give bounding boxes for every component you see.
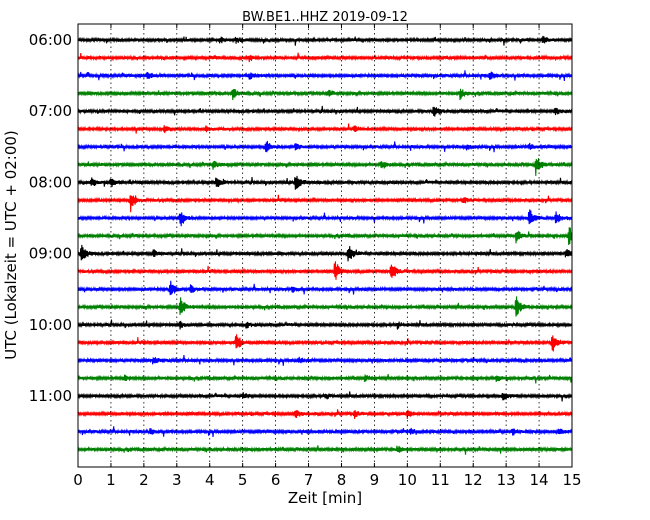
y-tick-label: 08:00 [29, 173, 72, 191]
trace-1130 [77, 426, 573, 438]
x-tick-label: 4 [205, 471, 215, 489]
trace-1115 [77, 409, 573, 420]
traces-layer [77, 35, 573, 455]
trace-0700 [77, 105, 573, 117]
x-tick-label: 12 [464, 471, 483, 489]
trace-0800 [77, 175, 573, 190]
trace-1000 [77, 319, 573, 330]
trace-0830 [77, 209, 573, 227]
trace-1030 [77, 355, 573, 366]
trace-0930 [77, 280, 573, 296]
y-tick-label: 07:00 [29, 102, 72, 120]
y-tick-label: 09:00 [29, 245, 72, 263]
x-tick-label: 15 [562, 471, 581, 489]
trace-0815 [77, 194, 573, 213]
trace-1145 [77, 445, 573, 455]
plot-frame [77, 23, 573, 468]
y-axis-label: UTC (Lokalzeit = UTC + 02:00) [2, 130, 20, 360]
x-tick-label: 14 [530, 471, 549, 489]
x-tick-label: 3 [172, 471, 182, 489]
trace-0745 [77, 158, 573, 176]
trace-0715 [77, 123, 573, 134]
x-tick-label: 10 [398, 471, 417, 489]
chart-title: BW.BE1..HHZ 2019-09-12 [242, 10, 408, 25]
x-tick-label: 9 [370, 471, 380, 489]
y-tick-label: 11:00 [29, 387, 72, 405]
trace-0600 [77, 35, 573, 46]
x-axis-label: Zeit [min] [288, 489, 362, 507]
x-tick-label: 2 [139, 471, 149, 489]
trace-0630 [77, 70, 573, 82]
trace-0615 [77, 52, 573, 63]
trace-0915 [77, 261, 573, 280]
x-tick-label: 0 [73, 471, 83, 489]
trace-0730 [77, 140, 573, 153]
y-axis: 06:00 07:00 08:00 09:00 10:00 11:00 [29, 31, 572, 405]
x-axis: 0 1 2 3 4 5 6 7 8 9 10 11 12 13 14 15 [73, 24, 582, 489]
trace-0945 [77, 296, 573, 317]
trace-0900 [77, 244, 573, 262]
x-tick-label: 6 [271, 471, 281, 489]
x-tick-label: 5 [238, 471, 248, 489]
grid-layer [110, 24, 540, 467]
trace-0845 [77, 227, 573, 246]
x-tick-label: 1 [106, 471, 116, 489]
trace-1100 [77, 391, 573, 402]
y-tick-label: 06:00 [29, 31, 72, 49]
x-tick-label: 8 [337, 471, 347, 489]
x-tick-label: 11 [431, 471, 450, 489]
x-tick-label: 7 [304, 471, 314, 489]
trace-1015 [77, 334, 573, 352]
trace-1045 [77, 374, 573, 384]
trace-0645 [77, 88, 573, 101]
x-tick-label: 13 [497, 471, 516, 489]
y-tick-label: 10:00 [29, 316, 72, 334]
